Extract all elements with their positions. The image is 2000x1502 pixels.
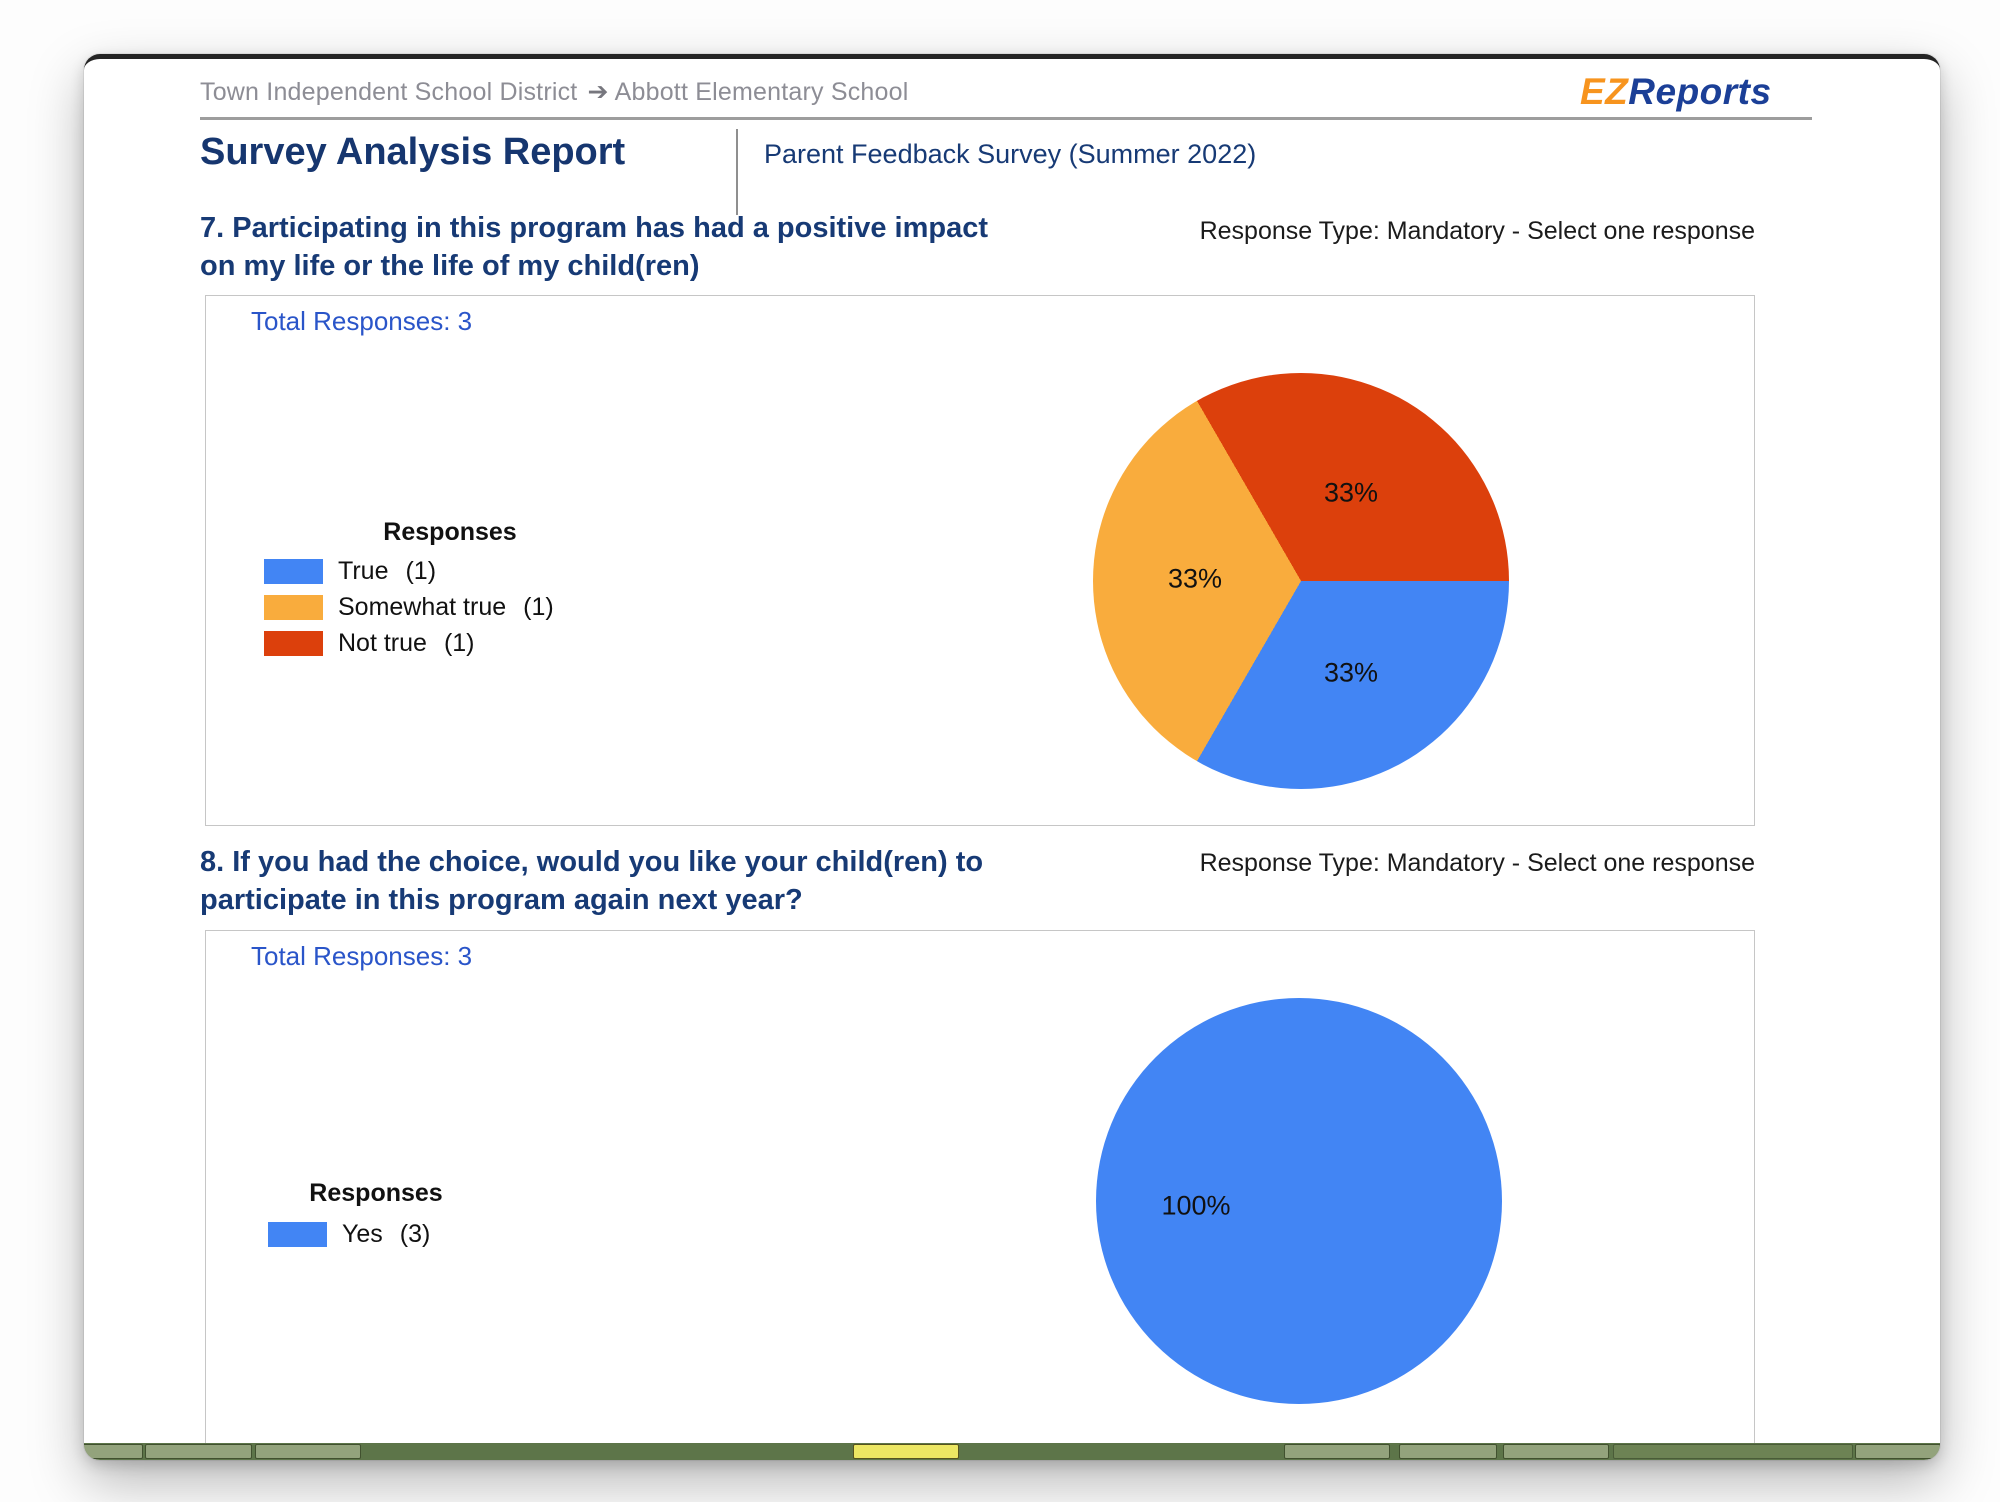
bottom-taskbar — [84, 1443, 1940, 1460]
pie-slice-label-yes: 100% — [1161, 1190, 1231, 1221]
legend-item-not-true: Not true (1) — [264, 628, 475, 658]
pie-slice-label-not-true: 33% — [1323, 477, 1379, 508]
taskbar-button[interactable] — [1284, 1444, 1390, 1459]
legend-title: Responses — [383, 518, 517, 546]
breadcrumb-school-link[interactable]: Abbott Elementary School — [614, 78, 909, 106]
breadcrumb-district-link[interactable]: Town Independent School District — [200, 78, 578, 106]
question-7-line-2: on my life or the life of my child(ren) — [200, 250, 700, 282]
legend-swatch-yes — [268, 1221, 327, 1247]
taskbar-button[interactable] — [1399, 1444, 1497, 1459]
title-divider — [736, 129, 738, 215]
question-7-pie-chart[interactable] — [1093, 373, 1509, 789]
taskbar-button[interactable] — [255, 1444, 361, 1459]
question-7-line-1: 7. Participating in this program has had… — [200, 212, 989, 244]
taskbar-button[interactable] — [1503, 1444, 1609, 1459]
breadcrumb-arrow-icon: ➔ — [587, 78, 609, 106]
legend-label: Somewhat true — [338, 592, 507, 621]
question-7-response-type: Response Type: Mandatory - Select one re… — [1199, 217, 1755, 245]
legend-label: Yes — [342, 1219, 383, 1248]
question-8-response-type: Response Type: Mandatory - Select one re… — [1199, 849, 1755, 877]
ezreports-logo: EZReports — [1580, 71, 1772, 113]
taskbar-button-active[interactable] — [853, 1444, 959, 1459]
header-divider — [200, 117, 1812, 120]
taskbar-button[interactable] — [1855, 1444, 1940, 1459]
legend-item-yes: Yes (3) — [268, 1219, 430, 1249]
legend-swatch-somewhat-true — [264, 594, 323, 620]
question-8-pie-chart[interactable] — [1096, 998, 1502, 1404]
taskbar-button[interactable] — [1613, 1444, 1853, 1459]
breadcrumb: Town Independent School District ➔ Abbott … — [200, 77, 908, 107]
question-8-line-2: participate in this program again next y… — [200, 884, 803, 916]
logo-ez: EZ — [1580, 71, 1629, 112]
legend-count: (1) — [523, 592, 554, 621]
legend-item-true: True (1) — [264, 556, 436, 586]
report-window: Town Independent School District ➔ Abbott … — [84, 54, 1940, 1460]
question-7-total-responses: Total Responses: 3 — [251, 306, 473, 336]
legend-count: (1) — [405, 556, 437, 585]
legend-count: (1) — [443, 628, 475, 657]
taskbar-button[interactable] — [84, 1444, 143, 1459]
question-8-line-1: 8. If you had the choice, would you like… — [200, 846, 984, 878]
taskbar-button[interactable] — [145, 1444, 252, 1459]
question-8-chart-panel: Total Responses: 3 Responses Yes (3) 100… — [205, 930, 1755, 1460]
question-8-total-responses: Total Responses: 3 — [251, 941, 473, 971]
pie-slice-label-somewhat-true: 33% — [1167, 563, 1223, 594]
legend-swatch-not-true — [264, 630, 323, 656]
legend-label: Not true — [338, 628, 427, 657]
logo-reports: Reports — [1628, 71, 1772, 112]
pie-slice-label-true: 33% — [1323, 657, 1379, 688]
page-title: Survey Analysis Report — [200, 131, 626, 173]
legend-title: Responses — [309, 1179, 443, 1207]
legend-count: (3) — [399, 1219, 431, 1248]
legend-label: True — [338, 556, 389, 585]
question-7-heading: 7. Participating in this program has had… — [200, 209, 988, 285]
question-8-heading: 8. If you had the choice, would you like… — [200, 843, 983, 919]
legend-item-somewhat-true: Somewhat true (1) — [264, 592, 554, 622]
survey-name: Parent Feedback Survey (Summer 2022) — [764, 139, 1257, 169]
question-7-chart-panel: Total Responses: 3 Responses True (1) So… — [205, 295, 1755, 826]
legend-swatch-true — [264, 558, 323, 584]
